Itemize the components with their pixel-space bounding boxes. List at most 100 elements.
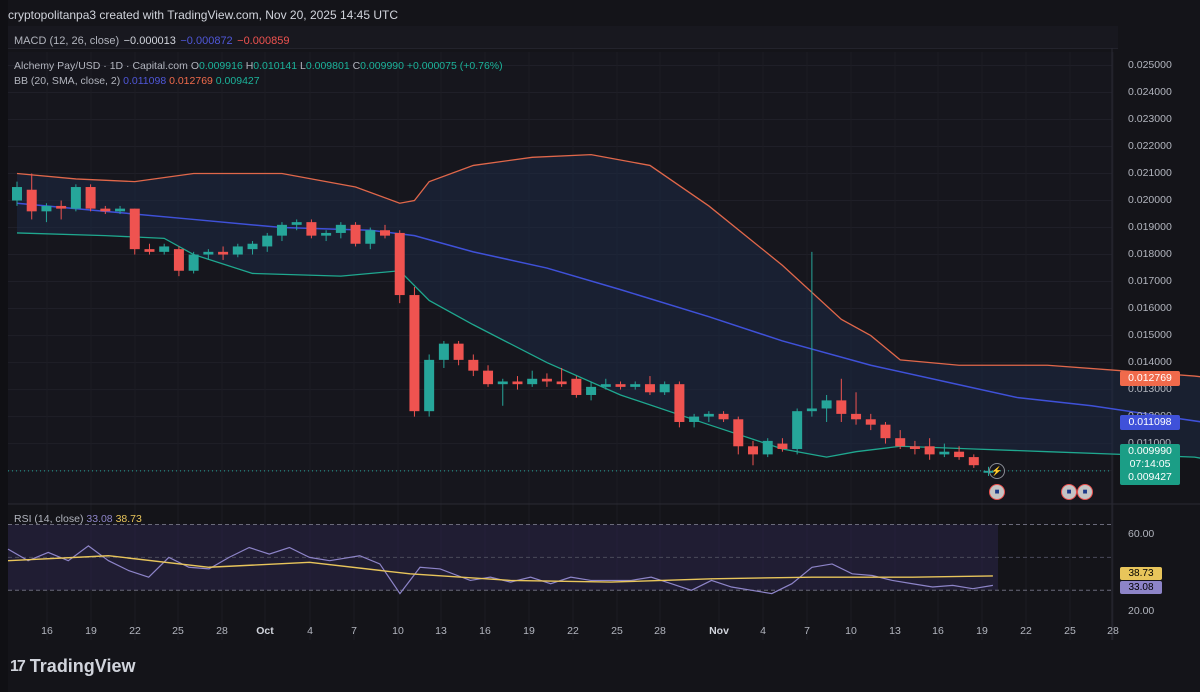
candle-body [600, 384, 611, 387]
candle-body [541, 378, 552, 382]
candle-body [909, 446, 920, 449]
candle-body [188, 254, 199, 271]
candle-body [527, 378, 538, 385]
time-axis-label: 10 [845, 625, 857, 637]
time-axis-label: 19 [976, 625, 988, 637]
open-label: O [190, 60, 199, 72]
candle-body [129, 208, 140, 250]
last-price: 0.009990 [1128, 445, 1172, 457]
candle-body [438, 343, 449, 360]
candle-body [483, 370, 494, 385]
bb-mid-line [16, 202, 1200, 423]
low-value: 0.009801 [305, 60, 350, 72]
candle-body [424, 359, 435, 412]
candle-body [777, 443, 788, 449]
candle-body [748, 446, 758, 455]
time-axis-label: 25 [611, 625, 623, 637]
us-flag-event-icon[interactable]: ■ [1061, 484, 1077, 500]
candle-body [703, 413, 714, 417]
candle-body [630, 384, 641, 387]
candle-body [173, 249, 184, 271]
time-axis-label: 16 [41, 625, 53, 637]
candle-body [203, 251, 214, 255]
price-axis-label: 0.018000 [1128, 247, 1172, 260]
macd-label[interactable]: MACD (12, 26, close) [14, 35, 120, 47]
candle-body [689, 416, 700, 422]
candle-body [556, 381, 567, 385]
candle-body [350, 224, 361, 244]
rsi-ma-line [7, 555, 993, 583]
price-axis-label: 0.022000 [1128, 139, 1172, 152]
time-axis-label: 22 [129, 625, 141, 637]
close-label: C [352, 60, 361, 72]
candle-body [12, 187, 22, 201]
candle-body [674, 384, 685, 422]
price-axis-label: 0.019000 [1128, 220, 1172, 233]
candle-body [983, 470, 994, 473]
macd-value: −0.000013 [123, 35, 176, 47]
change-value: +0.000075 (+0.76%) [406, 60, 503, 72]
price-axis-label: 0.025000 [1128, 58, 1172, 71]
candle-body [865, 419, 876, 425]
rsi-legend: RSI (14, close) 33.08 38.73 [14, 513, 142, 525]
bb-legend: BB (20, SMA, close, 2) 0.011098 0.012769… [14, 75, 260, 87]
candle-body [806, 408, 817, 412]
rsi-ma-tag: 38.73 [1120, 567, 1162, 580]
candle-body [733, 419, 744, 447]
rsi-pane [7, 523, 1112, 595]
lightning-icon[interactable]: ⚡ [989, 463, 1005, 479]
close-value: 0.009990 [360, 60, 404, 72]
candle-body [571, 378, 582, 395]
candle-body [762, 440, 773, 455]
price-axis-label: 0.016000 [1128, 301, 1172, 314]
candle-body [644, 384, 655, 393]
bb-lower-tag: 0.009427 [1128, 471, 1172, 483]
bb-mid-value: 0.011098 [123, 75, 167, 87]
open-value: 0.009916 [198, 60, 243, 72]
time-axis-label: 13 [889, 625, 901, 637]
candle-body [306, 222, 317, 236]
time-axis-label: 22 [1020, 625, 1032, 637]
candle-body [836, 400, 847, 414]
candle-body [144, 249, 155, 252]
candle-body [56, 205, 67, 209]
price-axis-label: 0.015000 [1128, 328, 1172, 341]
rsi-label[interactable]: RSI (14, close) [14, 513, 84, 525]
candle-body [586, 386, 597, 395]
candles [12, 173, 994, 476]
time-axis-label: Nov [709, 625, 729, 637]
last-price-tag: 0.009990 07:14:05 0.009427 [1120, 444, 1180, 485]
symbol-label[interactable]: Alchemy Pay/USD · 1D · Capital.com [14, 60, 188, 72]
candle-body [497, 381, 508, 385]
price-chart[interactable] [0, 48, 1200, 658]
time-axis-label: 7 [351, 625, 357, 637]
candle-body [100, 208, 111, 212]
candle-body [335, 224, 346, 233]
tradingview-logo[interactable]: 17 TradingView [10, 656, 136, 677]
us-flag-event-icon[interactable]: ■ [1077, 484, 1093, 500]
rsi-axis-60: 60.00 [1128, 528, 1155, 540]
candle-body [247, 243, 258, 250]
macd-pane-header: MACD (12, 26, close) −0.000013 −0.000872… [8, 26, 1118, 49]
time-axis-label: 13 [435, 625, 447, 637]
candle-body [968, 457, 979, 466]
time-axis-label: 25 [172, 625, 184, 637]
candle-body [453, 343, 464, 360]
macd-histogram-value: −0.000859 [237, 35, 290, 47]
time-axis-label: 7 [804, 625, 810, 637]
candle-body [880, 424, 891, 439]
bb-upper-tag: 0.012769 [1120, 371, 1180, 386]
candle-countdown: 07:14:05 [1129, 458, 1171, 470]
bb-label[interactable]: BB (20, SMA, close, 2) [14, 75, 121, 87]
bb-lower-line [16, 232, 1200, 459]
candle-body [615, 384, 626, 387]
time-axis-label: 19 [85, 625, 97, 637]
high-value: 0.010141 [253, 60, 298, 72]
candle-body [232, 246, 243, 255]
candle-body [924, 446, 935, 455]
us-flag-event-icon[interactable]: ■ [989, 484, 1005, 500]
candle-body [821, 400, 832, 409]
time-axis-label: 4 [307, 625, 313, 637]
price-axis-label: 0.017000 [1128, 274, 1172, 287]
bb-lower-value: 0.009427 [215, 75, 260, 87]
